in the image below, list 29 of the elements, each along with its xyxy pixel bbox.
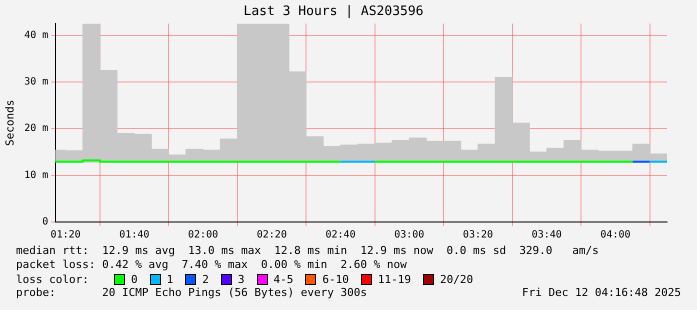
text: Fri Dec 12 04:16:48 2025 (522, 286, 681, 300)
text: 20/20 (439, 272, 474, 286)
y-tick-label: 40 m (24, 30, 48, 41)
text: packet loss: 0.42 % avg 7.40 % max 0.00 % min 2.60 % now (16, 258, 408, 272)
text: 6-10 (321, 272, 349, 286)
y-tick-label: 30 m (24, 76, 48, 88)
x-tick-label: 03:40 (532, 230, 562, 241)
y-tick-label: 20 m (24, 123, 48, 134)
x-tick-label: 02:40 (325, 230, 356, 241)
x-tick-label: 04:00 (600, 230, 631, 241)
x-tick-label: 02:20 (256, 230, 287, 241)
text: 2 (201, 272, 209, 286)
chart-title: Last 3 Hours | AS203596 (243, 4, 424, 20)
x-tick-label: 02:00 (188, 230, 218, 241)
y-axis-title: Seconds (3, 100, 16, 146)
text: loss color: (16, 272, 90, 286)
text: probe: 20 ICMP Echo Pings (56 Bytes) every 300s (16, 286, 367, 300)
y-tick-label: 10 m (24, 170, 48, 181)
text: 1 (166, 272, 174, 286)
text: 4-5 (272, 272, 294, 286)
y-tick-label: 0 (42, 216, 48, 228)
x-tick-label: 03:20 (462, 230, 494, 241)
text: 0 (130, 272, 138, 286)
x-tick-label: 01:20 (50, 230, 81, 241)
x-tick-label: 01:40 (119, 230, 150, 241)
text: 3 (236, 272, 244, 286)
x-tick-label: 03:00 (394, 230, 424, 241)
text: 11-19 (376, 272, 411, 286)
text: median rtt: 12.9 ms avg 13.0 ms max 12.8 ms min 12.9 ms now 0.0 ms sd 329.0 am/s (16, 244, 600, 258)
